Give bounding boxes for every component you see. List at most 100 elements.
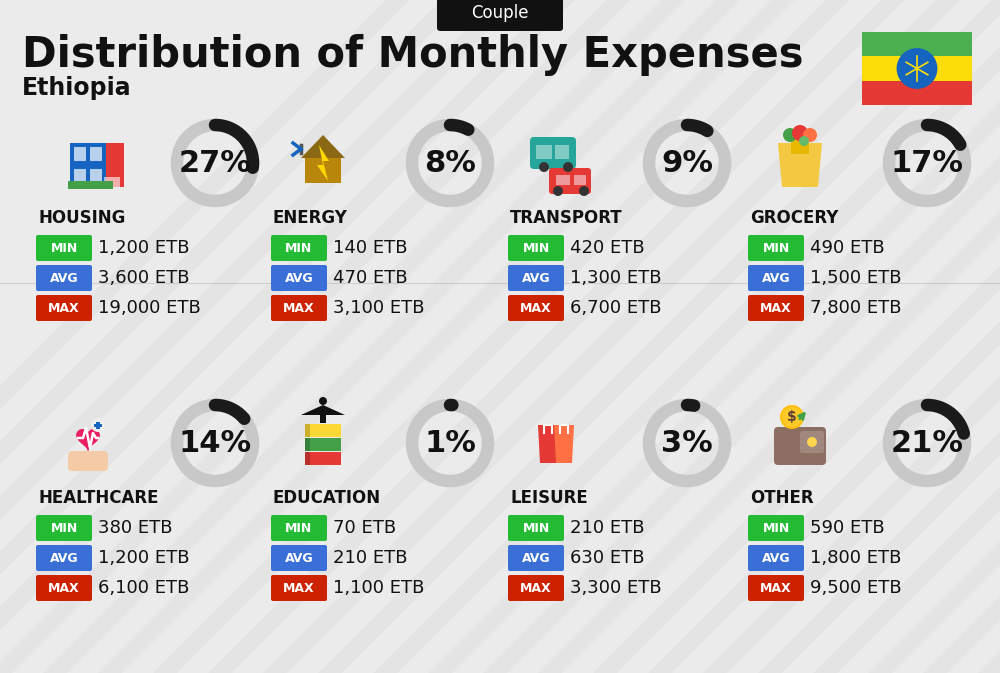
Circle shape	[579, 186, 589, 196]
Bar	[74, 169, 86, 183]
Text: 210 ETB: 210 ETB	[333, 549, 408, 567]
Text: AVG: AVG	[285, 271, 313, 285]
Bar	[305, 424, 341, 437]
Text: 590 ETB: 590 ETB	[810, 519, 885, 537]
Circle shape	[803, 128, 817, 142]
Text: MAX: MAX	[48, 581, 80, 594]
Text: 630 ETB: 630 ETB	[570, 549, 644, 567]
Text: 380 ETB: 380 ETB	[98, 519, 173, 537]
Circle shape	[319, 397, 327, 405]
Circle shape	[782, 407, 802, 427]
FancyBboxPatch shape	[36, 545, 92, 571]
Circle shape	[783, 128, 797, 142]
FancyBboxPatch shape	[36, 235, 92, 261]
Bar	[305, 452, 310, 465]
FancyBboxPatch shape	[508, 265, 564, 291]
Bar	[94, 424, 102, 427]
Text: AVG: AVG	[50, 551, 78, 565]
Text: 19,000 ETB: 19,000 ETB	[98, 299, 201, 317]
Circle shape	[553, 186, 563, 196]
Text: MAX: MAX	[48, 302, 80, 314]
Text: 1,200 ETB: 1,200 ETB	[98, 549, 190, 567]
Polygon shape	[301, 405, 345, 415]
Bar	[94, 424, 102, 427]
Text: GROCERY: GROCERY	[750, 209, 838, 227]
Circle shape	[807, 437, 817, 447]
Text: 3%: 3%	[661, 429, 713, 458]
FancyBboxPatch shape	[748, 515, 804, 541]
FancyBboxPatch shape	[748, 545, 804, 571]
FancyBboxPatch shape	[508, 515, 564, 541]
Text: 1,500 ETB: 1,500 ETB	[810, 269, 902, 287]
Bar	[305, 438, 310, 451]
Circle shape	[799, 136, 809, 146]
Bar	[305, 424, 310, 437]
FancyBboxPatch shape	[549, 168, 591, 194]
Text: MIN: MIN	[285, 522, 313, 534]
FancyBboxPatch shape	[774, 427, 826, 465]
Text: 17%: 17%	[891, 149, 964, 178]
Circle shape	[539, 162, 549, 172]
Text: Couple: Couple	[471, 4, 529, 22]
Bar	[862, 81, 972, 105]
FancyBboxPatch shape	[271, 295, 327, 321]
Text: 6,700 ETB: 6,700 ETB	[570, 299, 662, 317]
FancyBboxPatch shape	[437, 0, 563, 31]
Bar	[574, 175, 586, 185]
FancyBboxPatch shape	[271, 545, 327, 571]
FancyBboxPatch shape	[530, 137, 576, 169]
Text: 1,300 ETB: 1,300 ETB	[570, 269, 662, 287]
Bar	[555, 145, 569, 159]
Text: 1,200 ETB: 1,200 ETB	[98, 239, 190, 257]
FancyBboxPatch shape	[508, 575, 564, 601]
Polygon shape	[554, 425, 574, 463]
Text: AVG: AVG	[50, 271, 78, 285]
Text: 9,500 ETB: 9,500 ETB	[810, 579, 902, 597]
Bar	[862, 57, 972, 81]
Text: 21%: 21%	[891, 429, 964, 458]
Text: TRANSPORT: TRANSPORT	[510, 209, 623, 227]
Polygon shape	[77, 429, 99, 450]
Text: AVG: AVG	[285, 551, 313, 565]
Circle shape	[91, 418, 105, 432]
Text: LEISURE: LEISURE	[510, 489, 588, 507]
Text: 1,100 ETB: 1,100 ETB	[333, 579, 424, 597]
Bar	[320, 411, 326, 423]
Text: MAX: MAX	[283, 302, 315, 314]
Text: 3,100 ETB: 3,100 ETB	[333, 299, 424, 317]
Text: 70 ETB: 70 ETB	[333, 519, 396, 537]
Text: MIN: MIN	[522, 242, 550, 254]
FancyBboxPatch shape	[508, 545, 564, 571]
Bar	[70, 143, 106, 183]
Text: MIN: MIN	[50, 522, 78, 534]
Text: 420 ETB: 420 ETB	[570, 239, 645, 257]
Bar	[862, 32, 972, 57]
FancyBboxPatch shape	[748, 295, 804, 321]
Polygon shape	[305, 141, 341, 183]
Text: 470 ETB: 470 ETB	[333, 269, 408, 287]
Text: 14%: 14%	[178, 429, 252, 458]
FancyBboxPatch shape	[271, 235, 327, 261]
Circle shape	[897, 48, 937, 88]
Bar	[305, 438, 341, 451]
Text: MIN: MIN	[762, 242, 790, 254]
Circle shape	[780, 405, 804, 429]
Text: HEALTHCARE: HEALTHCARE	[38, 489, 158, 507]
Text: HOUSING: HOUSING	[38, 209, 125, 227]
Text: 1%: 1%	[424, 429, 476, 458]
Text: MIN: MIN	[762, 522, 790, 534]
Polygon shape	[301, 135, 345, 158]
FancyBboxPatch shape	[36, 295, 92, 321]
FancyBboxPatch shape	[508, 235, 564, 261]
Bar	[90, 169, 102, 183]
Text: 8%: 8%	[424, 149, 476, 178]
Bar	[90, 147, 102, 161]
FancyBboxPatch shape	[800, 431, 824, 453]
FancyBboxPatch shape	[271, 515, 327, 541]
Bar	[536, 145, 552, 159]
Text: 7,800 ETB: 7,800 ETB	[810, 299, 902, 317]
FancyBboxPatch shape	[748, 575, 804, 601]
Text: MIN: MIN	[285, 242, 313, 254]
Bar	[96, 422, 100, 429]
Text: 210 ETB: 210 ETB	[570, 519, 644, 537]
